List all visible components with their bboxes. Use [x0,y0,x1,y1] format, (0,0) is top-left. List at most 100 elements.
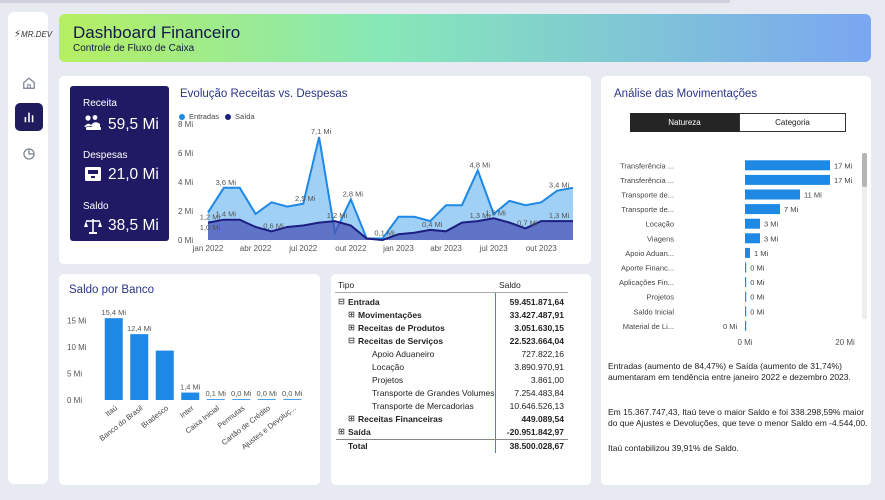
movement-data-label: 0 Mi [723,322,738,331]
table-cell-saldo: 3.051.630,15 [514,323,564,333]
bank-category-label: Bradesco [139,403,170,430]
evolution-x-tick: abr 2022 [240,244,272,253]
analysis-title: Análise das Movimentações [614,88,758,100]
movement-data-label: 1 Mi [754,249,769,258]
collapse-icon[interactable]: ⊟ [348,336,355,345]
evolution-data-label: 1,3 Mi [549,211,570,220]
chart-scrollbar-thumb[interactable] [862,153,867,187]
bolt-icon: ⚡ [14,29,22,40]
movement-category-label: Locação [646,220,674,229]
entradas-area [208,137,573,240]
table-row: Apoio Aduaneiro 727.822,16 [336,348,568,361]
table-cell-saldo: 22.523.664,04 [509,336,564,346]
kpi-receita-label: Receita [83,98,117,109]
kpi-panel: Receita 59,5 Mi Despesas 21,0 Mi Saldo 3… [70,86,169,241]
evolution-x-tick: out 2022 [335,244,367,253]
bank-y-tick: 10 Mi [67,343,87,352]
saida-area [208,218,573,240]
kpi-saldo-label: Saldo [83,201,109,212]
table-row[interactable]: ⊞ Receitas de Produtos 3.051.630,15 [336,322,568,335]
logo-text: MR.DEV [21,30,53,39]
bank-balance-card [59,274,320,485]
analysis-paragraph-3: Itaú contabilizou 39,91% de Saldo. [608,443,739,453]
movement-category-label: Transferência ... [620,176,674,185]
table-cell-saldo: 10.646.526,13 [509,401,564,411]
table-header-saldo: Saldo [499,280,521,290]
movement-category-label: Transferência ... [620,161,674,170]
toggle-natureza[interactable]: Natureza [630,113,739,132]
movement-category-label: Transporte de... [621,205,674,214]
bank-y-tick: 15 Mi [67,316,87,325]
register-icon [85,167,101,181]
entradas-line [207,136,574,240]
table-row[interactable]: ⊞ Saída -20.951.842,97 [336,426,568,439]
evolution-data-label: 1,3 Mi [470,211,491,220]
bank-bar [155,350,174,400]
bank-bar [283,399,302,400]
evolution-y-tick: 8 Mi [178,120,193,129]
movement-bar [745,277,747,288]
movement-bar [745,233,760,244]
evolution-x-tick: abr 2023 [430,244,462,253]
table-row[interactable]: ⊞ Receitas Financeiras 449.089,54 [336,413,568,426]
evolution-y-tick: 6 Mi [178,149,193,158]
bank-bar [104,318,123,400]
movement-category-label: Saldo Inicial [634,307,675,316]
bar-chart-icon [24,112,34,123]
scale-icon [84,219,102,234]
chart-scrollbar-track[interactable] [862,153,867,319]
table-row: Locação 3.890.970,91 [336,361,568,374]
table-cell-tipo: Transporte de Grandes Volumes [372,388,495,398]
table-cell-saldo: 3.861,00 [530,375,564,385]
collapse-icon[interactable]: ⊟ [338,297,345,306]
evolution-y-tick: 0 Mi [178,236,193,245]
table-cell-saldo: -20.951.842,97 [506,427,564,437]
nav-analytics-button[interactable] [15,140,43,168]
movement-bar [745,247,750,258]
table-cell-saldo: 727.822,16 [521,349,564,359]
evolution-x-tick: jul 2023 [479,244,509,253]
movement-x-tick: 0 Mi [737,338,752,347]
evolution-y-tick: 4 Mi [178,178,193,187]
legend-entradas: Entradas [189,112,220,121]
movement-data-label: 11 Mi [804,191,822,200]
table-cell-saldo: 38.500.028,67 [509,441,564,451]
bank-y-tick: 5 Mi [67,369,82,378]
movement-data-label: 17 Mi [834,176,853,185]
table-cell-saldo: 59.451.871,64 [509,297,564,307]
logo: ⚡MR.DEV [14,29,52,40]
movement-category-label: Aplicações Fin... [619,278,674,287]
people-money-icon [84,115,101,130]
bank-data-label: 15,4 Mi [101,308,126,317]
legend-entradas-dot [179,113,185,120]
movement-bar [745,160,830,171]
evolution-data-label: 0,7 Mi [517,218,538,227]
table-row[interactable]: ⊞ Movimentações 33.427.487,91 [336,309,568,322]
expand-icon[interactable]: ⊞ [348,310,355,319]
movement-bar [745,262,747,273]
toggle-categoria[interactable]: Categoria [739,113,846,132]
evolution-x-tick: out 2023 [526,244,558,253]
evolution-data-label: 1,4 Mi [216,210,237,219]
movement-bar [745,189,800,200]
page-subtitle: Controle de Fluxo de Caixa [73,43,195,54]
movement-data-label: 3 Mi [764,220,779,229]
table-cell-tipo: Projetos [372,375,404,385]
evolution-legend: Entradas Saída [179,112,255,121]
movement-data-label: 0 Mi [750,278,765,287]
expand-icon[interactable]: ⊞ [348,414,355,423]
movement-x-tick: 20 Mi [835,338,855,347]
table-row[interactable]: ⊟ Receitas de Serviços 22.523.664,04 [336,335,568,348]
bank-bar [257,399,276,400]
bank-category-label: Inter [178,403,196,420]
movement-bar [745,291,747,302]
evolution-data-label: 3,6 Mi [216,178,237,187]
bank-bar [130,334,149,400]
expand-icon[interactable]: ⊞ [348,323,355,332]
table-row[interactable]: ⊟ Entrada 59.451.871,64 [336,296,568,309]
left-nav: ⚡MR.DEV [8,12,52,484]
nav-home-button[interactable] [15,69,43,97]
nav-dashboard-button[interactable] [15,103,43,131]
expand-icon[interactable]: ⊞ [338,427,345,436]
